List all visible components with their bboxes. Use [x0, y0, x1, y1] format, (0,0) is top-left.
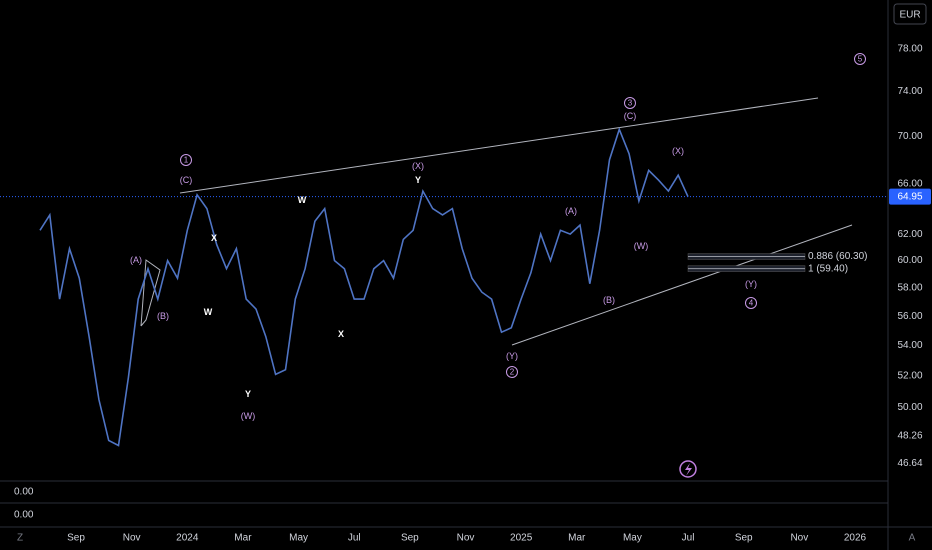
wave-circle [854, 53, 866, 65]
y-tick-label: 78.00 [897, 44, 922, 55]
y-tick-label: 54.00 [897, 340, 922, 351]
wave-circle [745, 297, 757, 309]
x-tick-label: Sep [401, 533, 419, 544]
corner-label: Z [17, 533, 23, 544]
wave-label: 1 [184, 156, 189, 165]
x-tick-label: 2025 [510, 533, 533, 544]
x-tick-label: Sep [735, 533, 753, 544]
wave-label: (B) [157, 311, 169, 321]
fib-label: 1 (59.40) [808, 263, 848, 274]
x-tick-label: May [623, 533, 642, 544]
wave-label: 3 [628, 99, 633, 108]
x-tick-label: Mar [568, 533, 586, 544]
wave-label: (C) [180, 175, 193, 185]
x-tick-label: Nov [457, 533, 475, 544]
wave-label: X [211, 233, 217, 243]
wave-circle [180, 154, 192, 166]
wave-label: Y [415, 175, 421, 185]
wave-label: (X) [412, 161, 424, 171]
y-tick-label: 62.00 [897, 229, 922, 240]
x-tick-label: Nov [790, 533, 808, 544]
y-tick-label: 56.00 [897, 311, 922, 322]
trendline [511, 224, 853, 346]
wave-label: 5 [858, 55, 863, 64]
wave-circle [506, 366, 518, 378]
x-tick-label: 2024 [176, 533, 199, 544]
x-tick-label: Jul [682, 533, 695, 544]
y-tick-label: 70.00 [897, 131, 922, 142]
x-tick-label: Sep [67, 533, 85, 544]
wave-label: 4 [749, 299, 754, 308]
wave-label: (A) [130, 255, 142, 265]
x-tick-label: Mar [234, 533, 252, 544]
fib-label: 0.886 (60.30) [808, 251, 868, 262]
wave-label: Y [245, 389, 251, 399]
pane-value: 0.00 [14, 510, 34, 521]
alert-icon[interactable] [679, 460, 697, 478]
wave-label: (Y) [506, 351, 518, 361]
price-line [39, 127, 689, 447]
wave-label: (C) [624, 111, 637, 121]
wave-label: W [298, 195, 307, 205]
trendline [179, 97, 819, 194]
pane-value: 0.00 [14, 487, 34, 498]
alert-bolt [685, 463, 692, 476]
y-tick-label: 50.00 [897, 402, 922, 413]
wave-label: 2 [510, 368, 515, 377]
x-tick-label: Jul [348, 533, 361, 544]
last-price-label: 64.95 [897, 191, 922, 202]
y-tick-label: 46.64 [897, 458, 922, 469]
y-tick-label: 48.26 [897, 431, 922, 442]
y-tick-label: 58.00 [897, 283, 922, 294]
last-price-box [889, 188, 931, 205]
currency-box[interactable] [893, 3, 927, 25]
wave-label: (X) [672, 146, 684, 156]
currency[interactable]: EUR [899, 10, 920, 21]
wave-label: (Y) [745, 279, 757, 289]
corner-label: A [909, 533, 916, 544]
y-tick-label: 74.00 [897, 86, 922, 97]
wave-label: X [338, 329, 344, 339]
wave-label: (A) [565, 206, 577, 216]
x-tick-label: Nov [123, 533, 141, 544]
wave-label: (W) [634, 241, 649, 251]
y-tick-label: 52.00 [897, 371, 922, 382]
wave-label: (W) [241, 411, 256, 421]
wave-circle [624, 97, 636, 109]
x-tick-label: May [289, 533, 308, 544]
wave-label: W [204, 307, 213, 317]
y-tick-label: 66.00 [897, 178, 922, 189]
wave-label: (B) [603, 295, 615, 305]
y-tick-label: 60.00 [897, 255, 922, 266]
x-tick-label: 2026 [844, 533, 867, 544]
